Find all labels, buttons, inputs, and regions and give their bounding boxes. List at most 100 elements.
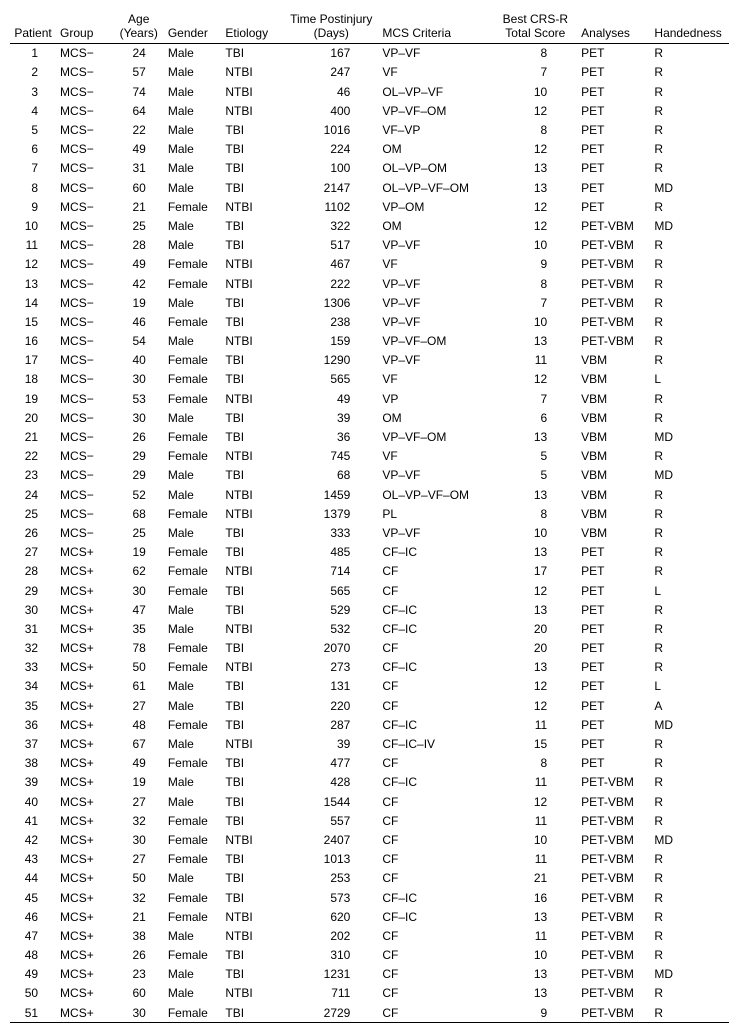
- cell-group: MCS−: [56, 236, 114, 255]
- cell-hand: R: [650, 792, 729, 811]
- cell-patient: 32: [10, 639, 56, 658]
- cell-group: MCS+: [56, 581, 114, 600]
- cell-patient: 13: [10, 274, 56, 293]
- cell-patient: 8: [10, 178, 56, 197]
- cell-group: MCS+: [56, 754, 114, 773]
- cell-patient: 9: [10, 197, 56, 216]
- cell-crs: 20: [493, 619, 577, 638]
- cell-analyses: VBM: [577, 389, 650, 408]
- table-row: 45MCS+32FemaleTBI573CF–IC16PET-VBMR: [10, 888, 729, 907]
- cell-patient: 35: [10, 696, 56, 715]
- table-row: 8MCS−60MaleTBI2147OL–VP–VF–OM13PETMD: [10, 178, 729, 197]
- cell-time: 1102: [284, 197, 378, 216]
- cell-gender: Female: [164, 811, 222, 830]
- cell-time: 100: [284, 159, 378, 178]
- cell-mcs: CF: [378, 677, 493, 696]
- cell-group: MCS−: [56, 178, 114, 197]
- cell-hand: R: [650, 63, 729, 82]
- cell-patient: 51: [10, 1003, 56, 1023]
- cell-hand: R: [650, 754, 729, 773]
- table-row: 38MCS+49FemaleTBI477CF8PETR: [10, 754, 729, 773]
- cell-etiology: TBI: [221, 581, 284, 600]
- cell-group: MCS−: [56, 523, 114, 542]
- cell-crs: 20: [493, 639, 577, 658]
- cell-patient: 44: [10, 869, 56, 888]
- cell-mcs: CF: [378, 639, 493, 658]
- cell-time: 224: [284, 140, 378, 159]
- cell-age: 53: [114, 389, 164, 408]
- cell-mcs: VP–VF–OM: [378, 332, 493, 351]
- cell-age: 49: [114, 140, 164, 159]
- cell-age: 47: [114, 600, 164, 619]
- cell-crs: 13: [493, 543, 577, 562]
- cell-gender: Male: [164, 43, 222, 63]
- cell-analyses: PET: [577, 639, 650, 658]
- col-header-hand: Handedness: [650, 10, 729, 43]
- cell-hand: R: [650, 82, 729, 101]
- cell-gender: Male: [164, 926, 222, 945]
- cell-age: 64: [114, 101, 164, 120]
- table-row: 20MCS−30MaleTBI39OM6VBMR: [10, 408, 729, 427]
- cell-group: MCS+: [56, 639, 114, 658]
- cell-etiology: NTBI: [221, 485, 284, 504]
- cell-gender: Male: [164, 408, 222, 427]
- cell-analyses: PET-VBM: [577, 274, 650, 293]
- cell-patient: 50: [10, 984, 56, 1003]
- patient-table: Patient Group Age(Years) Gender Etiology…: [10, 10, 729, 1023]
- cell-gender: Female: [164, 562, 222, 581]
- cell-time: 287: [284, 715, 378, 734]
- cell-etiology: TBI: [221, 351, 284, 370]
- cell-time: 220: [284, 696, 378, 715]
- table-row: 42MCS+30FemaleNTBI2407CF10PET-VBMMD: [10, 830, 729, 849]
- cell-gender: Female: [164, 370, 222, 389]
- table-row: 12MCS−49FemaleNTBI467VF9PET-VBMR: [10, 255, 729, 274]
- cell-gender: Female: [164, 830, 222, 849]
- cell-patient: 43: [10, 850, 56, 869]
- cell-mcs: VF: [378, 63, 493, 82]
- cell-mcs: OL–VP–VF: [378, 82, 493, 101]
- cell-analyses: PET: [577, 101, 650, 120]
- table-row: 14MCS−19MaleTBI1306VP–VF7PET-VBMR: [10, 293, 729, 312]
- cell-gender: Male: [164, 773, 222, 792]
- cell-mcs: VP–VF: [378, 351, 493, 370]
- cell-analyses: VBM: [577, 351, 650, 370]
- cell-hand: R: [650, 293, 729, 312]
- cell-etiology: NTBI: [221, 255, 284, 274]
- cell-group: MCS−: [56, 408, 114, 427]
- cell-etiology: NTBI: [221, 101, 284, 120]
- table-row: 40MCS+27MaleTBI1544CF12PET-VBMR: [10, 792, 729, 811]
- cell-mcs: CF–IC: [378, 543, 493, 562]
- cell-hand: MD: [650, 216, 729, 235]
- cell-gender: Female: [164, 581, 222, 600]
- cell-time: 39: [284, 408, 378, 427]
- cell-hand: R: [650, 389, 729, 408]
- cell-gender: Male: [164, 523, 222, 542]
- cell-time: 745: [284, 447, 378, 466]
- cell-group: MCS−: [56, 485, 114, 504]
- cell-age: 52: [114, 485, 164, 504]
- cell-age: 25: [114, 523, 164, 542]
- cell-analyses: PET-VBM: [577, 946, 650, 965]
- cell-hand: MD: [650, 466, 729, 485]
- cell-mcs: CF: [378, 850, 493, 869]
- cell-age: 26: [114, 946, 164, 965]
- cell-group: MCS−: [56, 447, 114, 466]
- cell-etiology: NTBI: [221, 735, 284, 754]
- cell-patient: 2: [10, 63, 56, 82]
- cell-etiology: NTBI: [221, 619, 284, 638]
- cell-analyses: PET-VBM: [577, 216, 650, 235]
- cell-age: 68: [114, 504, 164, 523]
- cell-age: 19: [114, 543, 164, 562]
- cell-group: MCS+: [56, 658, 114, 677]
- cell-analyses: PET: [577, 159, 650, 178]
- cell-mcs: CF: [378, 926, 493, 945]
- cell-analyses: PET: [577, 197, 650, 216]
- cell-hand: R: [650, 274, 729, 293]
- cell-mcs: VF: [378, 370, 493, 389]
- cell-hand: R: [650, 773, 729, 792]
- cell-gender: Male: [164, 101, 222, 120]
- cell-hand: R: [650, 811, 729, 830]
- table-row: 32MCS+78FemaleTBI2070CF20PETR: [10, 639, 729, 658]
- cell-mcs: VP–VF: [378, 523, 493, 542]
- cell-patient: 12: [10, 255, 56, 274]
